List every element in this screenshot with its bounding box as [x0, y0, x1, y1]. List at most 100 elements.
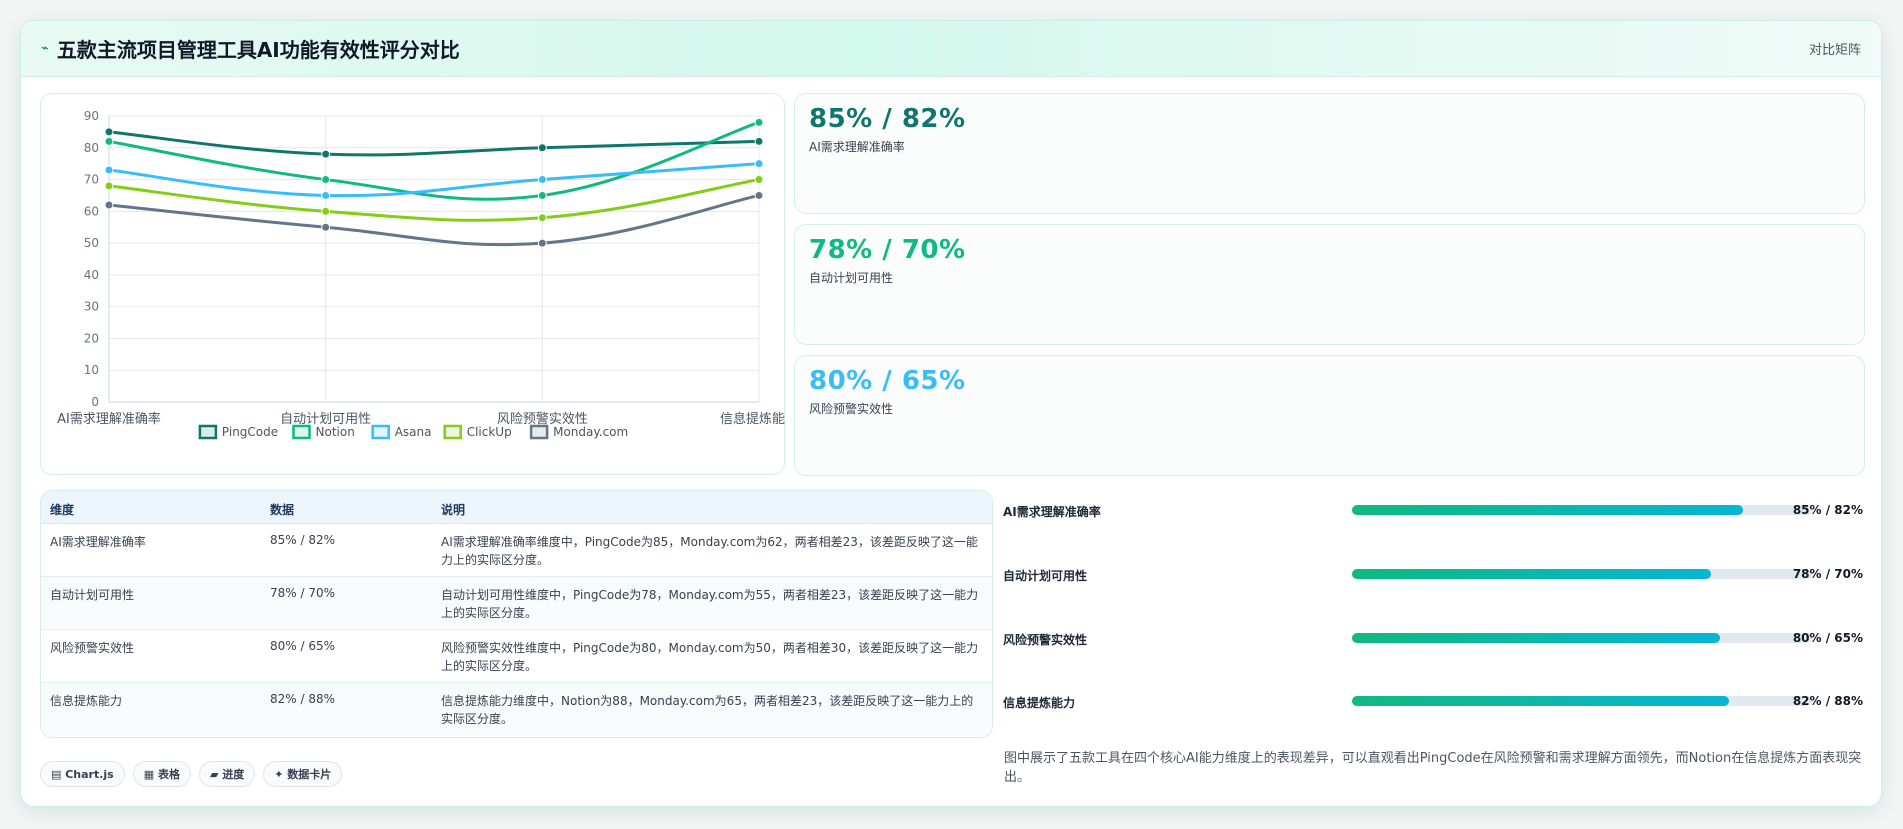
tag-chartjs[interactable]: ▤ Chart.js	[40, 761, 125, 787]
legend-label: PingCode	[222, 425, 278, 439]
data-point	[537, 213, 547, 223]
x-tick-label: AI需求理解准确率	[57, 411, 161, 427]
data-point	[754, 190, 764, 200]
progress-fill	[1352, 633, 1720, 643]
column-header-description: 说明	[441, 503, 466, 517]
progress-track	[1352, 569, 1812, 579]
progress-row: 自动计划可用性 78% / 70%	[1001, 563, 1865, 587]
progress-value: 85% / 82%	[1792, 503, 1863, 517]
table-header-row: 维度 数据 说明	[41, 491, 992, 524]
data-point	[321, 222, 331, 232]
data-point	[321, 206, 331, 216]
x-tick-label: 自动计划可用性	[280, 412, 371, 427]
tag-table[interactable]: ▦ 表格	[132, 761, 191, 787]
table-row: 自动计划可用性 78% / 70% 自动计划可用性维度中，PingCode为78…	[41, 577, 992, 630]
data-point	[321, 149, 331, 159]
data-point	[104, 127, 114, 137]
data-point	[104, 181, 114, 191]
series-line-clickup	[107, 178, 761, 222]
y-tick-label: 0	[91, 395, 99, 409]
progress-row: 信息提炼能力 82% / 88%	[1001, 690, 1865, 714]
progress-fill	[1352, 505, 1743, 515]
data-point	[104, 136, 114, 146]
cell-description: 风险预警实效性维度中，PingCode为80，Monday.com为50，两者相…	[441, 641, 979, 673]
legend-swatch	[371, 424, 390, 440]
progress-value: 82% / 88%	[1792, 694, 1863, 708]
column-header-data: 数据	[270, 503, 295, 517]
cell-description: 自动计划可用性维度中，PingCode为78，Monday.com为55，两者相…	[441, 588, 979, 620]
comparison-matrix-link[interactable]: 对比矩阵	[1808, 43, 1861, 58]
progress-label: 信息提炼能力	[1003, 696, 1076, 710]
kpi-value: 78% / 70%	[809, 235, 966, 265]
y-tick-label: 20	[84, 331, 99, 345]
legend-swatch	[292, 424, 311, 440]
sparkle-icon: ⌁	[41, 41, 49, 56]
cell-data: 82% / 88%	[270, 692, 336, 706]
cell-data: 80% / 65%	[270, 639, 336, 653]
y-tick-label: 90	[84, 109, 99, 123]
progress-fill	[1352, 569, 1711, 579]
tag-progress[interactable]: ▰ 进度	[198, 761, 256, 787]
page-title: 五款主流项目管理工具AI功能有效性评分对比	[56, 38, 460, 62]
data-point	[321, 190, 331, 200]
cell-dimension: 风险预警实效性	[50, 641, 135, 655]
y-tick-label: 60	[84, 204, 99, 218]
data-point	[754, 159, 764, 169]
cell-data: 85% / 82%	[270, 533, 336, 547]
legend-label: ClickUp	[467, 425, 512, 439]
progress-label: 风险预警实效性	[1003, 633, 1088, 647]
y-tick-label: 70	[84, 173, 99, 187]
progress-label: 自动计划可用性	[1003, 569, 1088, 583]
kpi-value: 80% / 65%	[809, 366, 966, 396]
legend-swatch	[443, 424, 462, 440]
line-chart: 0 10 20 30 40 50 60 70 80 90 AI需求理解准确率 自动计划可用性 风险预警实…	[57, 109, 798, 440]
kpi-label: 风险预警实效性	[809, 402, 894, 416]
progress-label: AI需求理解准确率	[1003, 505, 1101, 519]
data-point	[537, 238, 547, 248]
progress-value: 80% / 65%	[1792, 631, 1863, 645]
cell-description: 信息提炼能力维度中，Notion为88，Monday.com为65，两者相差23…	[441, 694, 974, 726]
legend-label: Monday.com	[553, 425, 628, 439]
y-tick-label: 40	[84, 268, 99, 282]
data-point	[537, 143, 547, 153]
cell-dimension: 信息提炼能力	[50, 694, 123, 708]
kpi-card-0: 85% / 82% AI需求理解准确率	[794, 93, 1865, 214]
y-tick-label: 50	[84, 236, 99, 250]
series-line-monday-com	[107, 193, 761, 247]
legend-label: Notion	[316, 425, 355, 439]
data-point	[754, 117, 764, 127]
x-tick-label: 风险预警实效性	[497, 411, 588, 427]
data-point	[104, 165, 114, 175]
cell-data: 78% / 70%	[270, 586, 336, 600]
progress-row: AI需求理解准确率 85% / 82%	[1001, 499, 1865, 523]
column-header-dimension: 维度	[50, 503, 75, 517]
series-line-asana	[107, 162, 761, 198]
tag-data-card[interactable]: ✦ 数据卡片	[263, 761, 343, 787]
data-point	[754, 136, 764, 146]
progress-row: 风险预警实效性 80% / 65%	[1001, 627, 1865, 651]
data-table: 维度 数据 说明 AI需求理解准确率 85% / 82% AI需求理解准确率维度…	[40, 490, 993, 738]
kpi-value: 85% / 82%	[809, 104, 966, 134]
kpi-card-1: 78% / 70% 自动计划可用性	[794, 224, 1865, 345]
progress-fill	[1352, 696, 1730, 706]
chart-description: 图中展示了五款工具在四个核心AI能力维度上的表现差异，可以直观看出PingCod…	[1004, 751, 1862, 785]
kpi-card-2: 80% / 65% 风险预警实效性	[794, 355, 1865, 476]
data-point	[537, 190, 547, 200]
data-point	[754, 175, 764, 185]
y-tick-label: 80	[84, 141, 99, 155]
legend-swatch	[198, 424, 218, 440]
progress-value: 78% / 70%	[1792, 567, 1863, 581]
data-point	[321, 175, 331, 185]
progress-track	[1352, 505, 1812, 515]
cell-description: AI需求理解准确率维度中，PingCode为85，Monday.com为62，两…	[441, 535, 978, 567]
y-tick-label: 30	[84, 300, 99, 314]
cell-dimension: AI需求理解准确率	[50, 535, 146, 549]
tech-tags: ▤ Chart.js ▦ 表格 ▰ 进度 ✦ 数据卡片	[40, 761, 343, 787]
progress-track	[1352, 633, 1812, 643]
table-row: 信息提炼能力 82% / 88% 信息提炼能力维度中，Notion为88，Mon…	[41, 683, 992, 736]
main-card: ⌁ 五款主流项目管理工具AI功能有效性评分对比 对比矩阵 0 10 20 30 40 50…	[20, 20, 1882, 807]
table-row: 风险预警实效性 80% / 65% 风险预警实效性维度中，PingCode为80…	[41, 630, 992, 683]
series-line-notion	[107, 120, 761, 201]
series-line-pingcode	[107, 130, 761, 157]
legend-swatch	[529, 424, 549, 440]
